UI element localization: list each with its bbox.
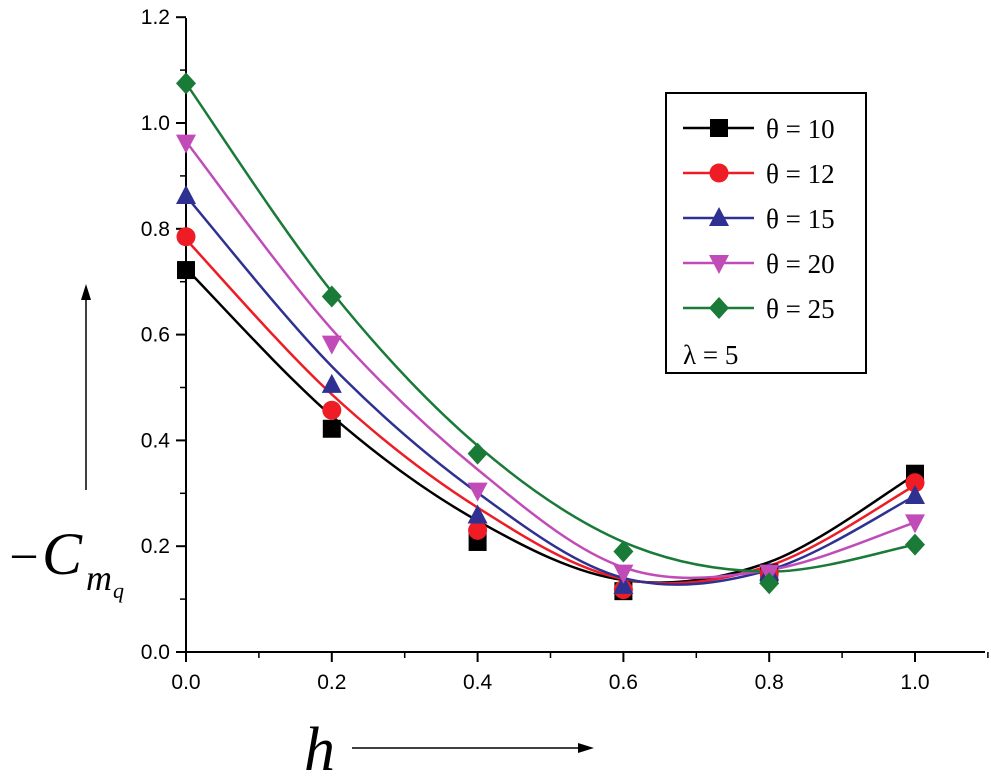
data-point-s3-p5 [905, 514, 925, 534]
legend-entry-4: θ = 25 [683, 294, 835, 324]
legend-label-0: θ = 10 [766, 114, 835, 144]
data-point-s4-p3 [613, 540, 634, 563]
legend-label-4: θ = 25 [766, 294, 835, 324]
data-point-s1-p2 [468, 520, 488, 540]
legend-entry-1: θ = 12 [683, 159, 835, 189]
series-line-2 [185, 195, 916, 586]
y-label-sub: m [86, 558, 112, 598]
y-label-main: C [42, 521, 83, 587]
y-tick-label: 0.0 [141, 641, 170, 664]
x-tick-label: 1.0 [900, 671, 929, 694]
axis-ticks: 0.0 0.2 0.4 0.6 0.8 1.0 0.0 0.2 0.4 0.6 0.8 1.0 1.2 [141, 6, 989, 694]
legend-label-2: θ = 15 [766, 204, 835, 234]
legend-marker-0 [710, 119, 728, 137]
series-line-1 [185, 238, 916, 585]
legend-box [665, 92, 867, 374]
data-point-s4-p1 [321, 285, 342, 308]
data-point-s1-p5 [905, 473, 925, 493]
x-tick-label: 0.6 [609, 671, 638, 694]
data-point-s1-p0 [176, 227, 196, 247]
legend-label-3: θ = 20 [766, 249, 835, 279]
y-tick-label: 0.4 [141, 429, 171, 452]
data-point-s4-p0 [176, 72, 196, 95]
data-point-s3-p3 [613, 564, 634, 584]
legend-entry-0: θ = 10 [683, 114, 835, 144]
y-tick-label: 0.8 [141, 218, 170, 241]
x-axis-arrow [352, 743, 594, 753]
x-tick-label: 0.4 [463, 671, 493, 694]
data-point-s2-p2 [467, 504, 488, 524]
data-point-s2-p1 [321, 373, 342, 393]
y-axis-arrow [81, 284, 91, 490]
y-tick-label: 1.0 [141, 112, 170, 135]
data-point-s3-p0 [176, 134, 196, 154]
y-tick-label: 1.2 [141, 6, 170, 29]
x-tick-label: 0.8 [755, 671, 784, 694]
x-axis-label: h [304, 716, 335, 778]
y-label-subsub: q [113, 578, 124, 603]
y-axis-label: − C m q [6, 521, 124, 603]
y-tick-label: 0.2 [141, 535, 170, 558]
y-label-prefix: − [6, 529, 41, 586]
data-point-s1-p1 [322, 400, 342, 420]
data-point-s2-p0 [176, 185, 196, 205]
data-point-s4-p2 [467, 442, 488, 465]
legend-marker-3 [709, 255, 729, 274]
x-tick-label: 0.0 [171, 671, 200, 694]
legend-entry-2: θ = 15 [683, 204, 835, 234]
legend: θ = 10 θ = 12 θ = 15 θ = 20 θ = 25 λ = 5 [665, 92, 867, 374]
legend-label-1: θ = 12 [766, 159, 835, 189]
data-point-s4-p4 [759, 572, 780, 595]
data-point-s3-p2 [467, 482, 488, 502]
series-line-0 [185, 267, 916, 584]
legend-marker-2 [709, 207, 729, 226]
data-point-s2-p5 [905, 484, 925, 504]
data-point-s3-p1 [321, 335, 342, 355]
data-point-s0-p1 [322, 419, 341, 438]
data-markers [176, 72, 925, 601]
y-tick-label: 0.6 [141, 324, 170, 347]
x-tick-label: 0.2 [317, 671, 346, 694]
data-point-s2-p3 [613, 574, 634, 594]
legend-note: λ = 5 [683, 340, 738, 370]
legend-entry-3: θ = 20 [683, 249, 835, 279]
data-point-s0-p0 [177, 261, 195, 280]
data-point-s4-p5 [905, 533, 925, 556]
legend-marker-1 [709, 163, 729, 183]
legend-marker-4 [709, 297, 729, 319]
